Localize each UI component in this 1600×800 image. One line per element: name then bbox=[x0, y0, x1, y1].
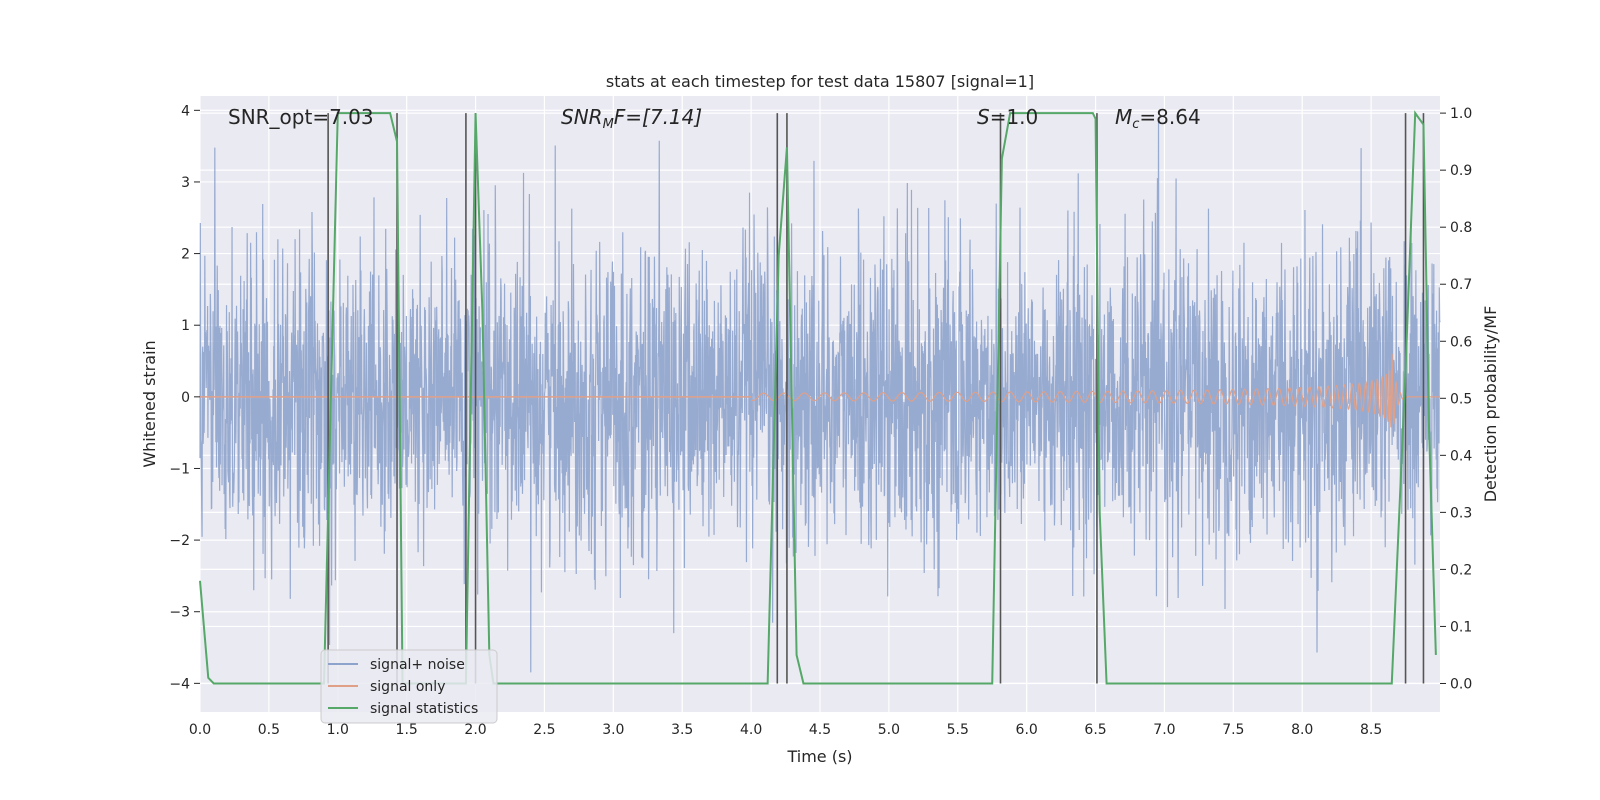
x-tick-label: 5.0 bbox=[878, 722, 900, 738]
y-tick-label-left: −3 bbox=[169, 605, 190, 621]
annotation-s: S=1.0 bbox=[977, 105, 1038, 129]
legend: signal+ noise signal only signal statist… bbox=[320, 649, 498, 724]
y-tick-label-right: 0.9 bbox=[1450, 163, 1472, 179]
legend-label-stats: signal statistics bbox=[370, 701, 478, 717]
legend-box bbox=[320, 649, 498, 724]
x-tick-label: 6.5 bbox=[1084, 722, 1106, 738]
series-line-noise bbox=[199, 121, 1441, 673]
x-tick-label: 6.0 bbox=[1016, 722, 1038, 738]
x-tick-label: 2.5 bbox=[533, 722, 555, 738]
y-tick-label-left: 2 bbox=[181, 247, 190, 263]
x-tick-label: 3.0 bbox=[602, 722, 624, 738]
annotation-snr-opt: SNR_opt=7.03 bbox=[228, 105, 374, 129]
chart-title: stats at each timestep for test data 158… bbox=[606, 72, 1034, 91]
x-tick-label: 3.5 bbox=[671, 722, 693, 738]
series-line-signal bbox=[750, 353, 1440, 428]
y-tick-label-right: 0.1 bbox=[1450, 619, 1472, 635]
y-axis-label-left: Whitened strain bbox=[140, 340, 159, 467]
series-line-stats bbox=[199, 110, 1437, 685]
y-tick-label-right: 0.4 bbox=[1450, 448, 1472, 464]
x-tick-label: 7.0 bbox=[1153, 722, 1175, 738]
y-tick-label-right: 0.3 bbox=[1450, 505, 1472, 521]
x-tick-label: 5.5 bbox=[947, 722, 969, 738]
y-tick-label-left: −2 bbox=[169, 533, 190, 549]
legend-label-signal: signal only bbox=[370, 679, 445, 695]
x-tick-label: 8.5 bbox=[1360, 722, 1382, 738]
y-tick-label-right: 1.0 bbox=[1450, 106, 1472, 122]
y-tick-label-left: −4 bbox=[169, 676, 190, 692]
noise-series-layer bbox=[199, 121, 1441, 673]
x-axis-label: Time (s) bbox=[786, 747, 852, 766]
y-axis-label-right: Detection probability/MF bbox=[1481, 306, 1500, 503]
x-tick-label: 8.0 bbox=[1291, 722, 1313, 738]
y-tick-label-left: 3 bbox=[181, 175, 190, 191]
y-tick-label-right: 0.2 bbox=[1450, 562, 1472, 578]
x-tick-label: 4.0 bbox=[740, 722, 762, 738]
stats-series-layer bbox=[199, 110, 1437, 685]
x-tick-label: 7.5 bbox=[1222, 722, 1244, 738]
x-tick-label: 0.0 bbox=[189, 722, 211, 738]
x-tick-label: 4.5 bbox=[809, 722, 831, 738]
legend-label-noise: signal+ noise bbox=[370, 657, 465, 673]
x-tick-label: 1.0 bbox=[327, 722, 349, 738]
y-tick-label-right: 0.7 bbox=[1450, 277, 1472, 293]
y-tick-label-left: 1 bbox=[181, 318, 190, 334]
x-tick-label: 1.5 bbox=[396, 722, 418, 738]
annotation-mc: Mc=8.64 bbox=[1115, 105, 1201, 132]
y-tick-label-left: 4 bbox=[181, 103, 190, 119]
y-tick-label-right: 0.6 bbox=[1450, 334, 1472, 350]
y-tick-label-right: 0.0 bbox=[1450, 676, 1472, 692]
x-tick-label: 2.0 bbox=[464, 722, 486, 738]
y-tick-label-left: −1 bbox=[169, 461, 190, 477]
tick-layer: 0.0 0.5 1.0 1.5 2.0 2.5 3.0 3.5 4.0 4.5 5.0 5.5 6.0 6… bbox=[169, 103, 1472, 738]
y-tick-label-right: 0.8 bbox=[1450, 220, 1472, 236]
x-tick-label: 0.5 bbox=[258, 722, 280, 738]
annotation-snr-mf: SNRMF=[7.14] bbox=[561, 105, 702, 132]
y-tick-label-left: 0 bbox=[181, 390, 190, 406]
y-tick-label-right: 0.5 bbox=[1450, 391, 1472, 407]
